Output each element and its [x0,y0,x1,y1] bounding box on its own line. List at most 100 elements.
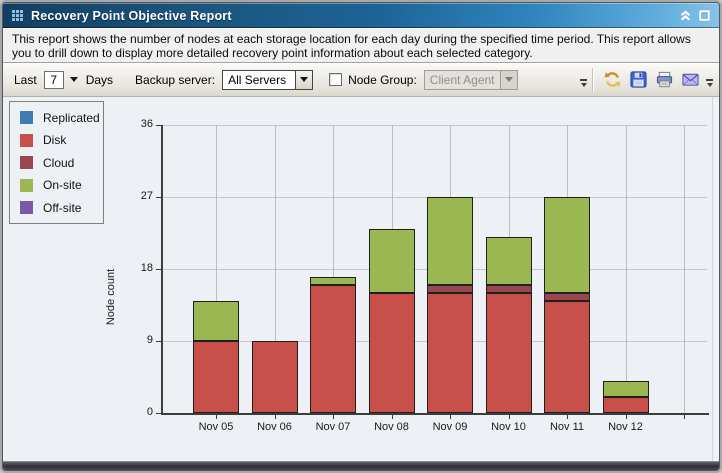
y-axis-tick [156,413,161,414]
x-axis-tick [567,415,568,419]
y-axis-line [161,125,163,415]
bar-segment-on-site[interactable] [368,229,415,293]
bar-segment-on-site[interactable] [310,277,356,285]
x-axis-line [161,413,709,415]
report-description: This report shows the number of nodes at… [3,28,719,63]
page-title: Recovery Point Objective Report [31,8,232,23]
gridline-v [216,125,217,413]
grid-grip-icon [11,9,24,22]
bar-segment-cloud[interactable] [544,293,590,301]
backup-server-value: All Servers [228,72,287,87]
toolbar-overflow-button[interactable] [577,69,590,91]
y-tick-label: 18 [140,262,153,274]
node-group-select: Client Agent [423,69,518,90]
y-axis-title: Node count [105,268,117,326]
email-icon[interactable] [679,69,701,91]
node-group-checkbox[interactable] [329,73,343,86]
bar-segment-on-site[interactable] [427,197,473,285]
node-group-value: Client Agent [429,72,495,87]
refresh-icon[interactable] [601,69,623,91]
panel-right-edge [712,97,719,461]
bar-segment-disk[interactable] [544,301,590,413]
y-tick-label: 27 [140,190,153,202]
title-bar: Recovery Point Objective Report [3,3,719,28]
days-label: Days [85,72,114,87]
x-axis-tick [625,415,627,419]
toolbar-overflow-button[interactable] [703,69,716,91]
days-dropdown-arrow-icon[interactable] [69,77,78,82]
x-tick-label: Nov 06 [257,421,292,433]
y-axis-tick [156,269,161,270]
bar-segment-disk[interactable] [251,341,298,413]
legend-item: Replicated [20,111,103,125]
x-tick-label: Nov 12 [608,421,643,433]
legend-label: Off-site [43,200,82,215]
legend-label: Replicated [43,110,100,125]
legend-swatch [20,201,33,214]
bar-segment-on-site[interactable] [544,197,590,293]
toolbar-separator [592,67,594,92]
bar-segment-cloud[interactable] [485,285,532,293]
bar-segment-disk[interactable] [427,293,473,413]
y-axis-tick [156,197,161,198]
y-tick-label: 0 [146,406,153,418]
x-tick-label: Nov 09 [432,421,468,433]
gridline-h [161,125,707,126]
x-tick-label: Nov 10 [491,421,526,433]
backup-server-select[interactable]: All Servers [222,69,314,90]
legend-swatch [20,178,33,192]
bar-segment-disk[interactable] [602,397,649,413]
x-axis-tick [274,415,276,419]
x-axis-tick [684,415,685,419]
bar-segment-cloud[interactable] [427,285,473,293]
x-tick-label: Nov 05 [198,421,234,433]
bar-segment-on-site[interactable] [193,301,239,341]
y-axis-tick [156,125,161,126]
legend-item: Off-site [20,201,103,215]
gridline-v [274,125,276,413]
legend-item: Cloud [20,156,103,170]
x-tick-label: Nov 11 [549,421,585,433]
toolbar: Last Days Backup server: All Servers Nod… [3,63,719,97]
days-input[interactable] [43,70,64,89]
x-axis-tick [333,415,334,419]
legend-item: On-site [20,178,103,192]
gridline-v [684,125,685,413]
y-tick-label: 9 [146,334,153,346]
save-icon[interactable] [627,69,649,91]
print-icon[interactable] [653,69,675,91]
bar-segment-disk[interactable] [368,293,415,413]
legend-label: Disk [43,133,67,147]
x-axis-tick [391,415,393,419]
last-label: Last [14,72,37,87]
legend-swatch [20,133,33,147]
x-axis-tick [450,415,451,419]
x-tick-label: Nov 08 [374,421,409,433]
y-tick-label: 36 [140,118,153,130]
y-axis-tick [156,341,161,342]
legend-item: Disk [20,133,103,147]
window-bottom-frame [3,461,719,470]
backup-server-label: Backup server: [135,72,216,87]
legend-swatch [20,111,33,124]
legend-swatch [20,156,33,169]
legend-label: Cloud [43,155,75,170]
chart-panel: Replicated Disk Cloud On-site Off-site 0 9 18 2… [3,97,719,461]
legend-label: On-site [43,178,82,192]
x-axis-tick [216,415,217,419]
x-tick-label: Nov 07 [315,421,351,433]
chevron-down-icon [499,70,517,89]
double-chevron-up-icon[interactable] [679,9,692,22]
bar-segment-disk[interactable] [310,285,356,413]
bar-segment-on-site[interactable] [485,237,532,285]
bar-segment-disk[interactable] [485,293,532,413]
chevron-down-icon[interactable] [295,70,313,89]
bar-segment-disk[interactable] [193,341,239,413]
node-group-label: Node Group: [348,72,417,87]
bar-segment-on-site[interactable] [602,381,649,397]
chart-legend: Replicated Disk Cloud On-site Off-site [9,101,104,224]
gridline-v [333,125,334,413]
square-outline-icon[interactable] [699,10,710,21]
